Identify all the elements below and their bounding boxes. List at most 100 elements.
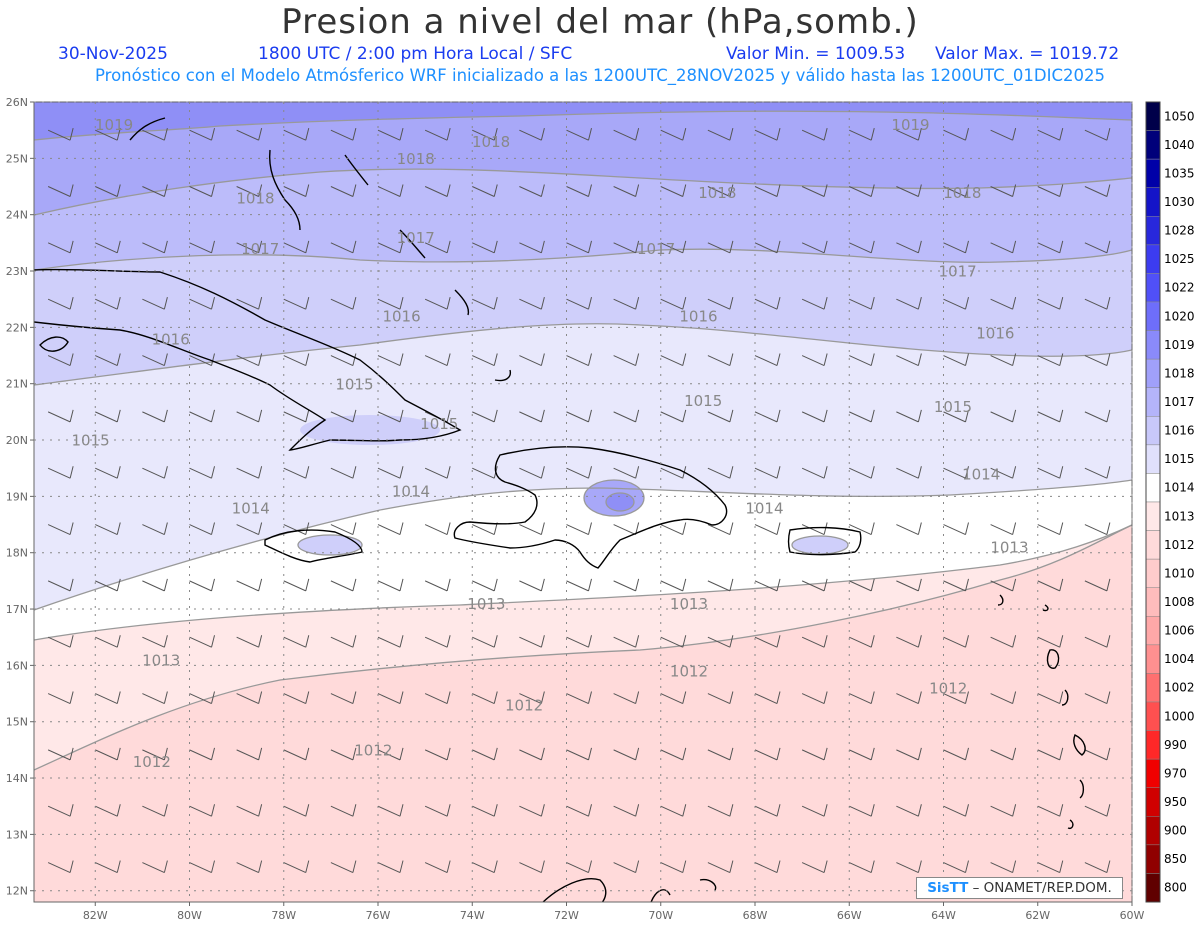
wind-barb: [660, 409, 687, 423]
max-value: Valor Max. = 1019.72: [935, 44, 1120, 64]
colorbar-label: 1016: [1164, 424, 1195, 438]
isobar-label: 1016: [382, 308, 420, 326]
wind-barb: [377, 635, 404, 648]
wind-barb: [283, 240, 310, 254]
wind-barb: [330, 635, 357, 648]
wind-barb: [519, 635, 545, 648]
wind-barb: [754, 409, 781, 423]
wind-barb: [707, 522, 734, 535]
wind-barb: [377, 409, 404, 423]
wind-barb: [472, 578, 498, 592]
colorbar-label: 1040: [1164, 138, 1195, 152]
wind-barb: [660, 353, 687, 366]
wind-barb: [236, 578, 263, 592]
wind-barb: [236, 804, 263, 817]
wind-barb: [330, 184, 357, 197]
wind-barb: [1037, 804, 1064, 817]
wind-barb: [707, 635, 734, 648]
wind-barb: [1084, 635, 1111, 648]
wind-barb: [1037, 860, 1064, 874]
isobar-label: 1018: [698, 184, 736, 202]
wind-barb: [613, 409, 640, 423]
pressure-field: [34, 102, 1132, 902]
wind-barb: [707, 240, 734, 254]
wind-barb: [707, 578, 734, 592]
wind-barb: [377, 804, 404, 817]
colorbar-swatch: [1145, 158, 1161, 188]
wind-barb: [660, 522, 687, 535]
wind-barb: [566, 184, 592, 197]
isobar-label: 1017: [637, 240, 675, 258]
wind-barb: [189, 128, 215, 141]
wind-barb: [801, 128, 828, 141]
wind-barb: [377, 240, 404, 254]
wind-barb: [1037, 747, 1064, 761]
wind-barb: [519, 860, 545, 874]
colorbar-swatch: [1145, 101, 1161, 131]
wind-barb: [424, 747, 451, 761]
lon-tick-label: 60W: [1120, 909, 1145, 922]
wind-barb: [236, 409, 263, 423]
wind-barb: [424, 184, 451, 197]
wind-barb: [754, 240, 781, 254]
isobar-label: 1015: [934, 398, 972, 416]
wind-barb: [801, 522, 828, 535]
wind-barb: [189, 353, 215, 366]
wind-barb: [660, 860, 687, 874]
lon-tick-label: 70W: [648, 909, 673, 922]
wind-barb: [943, 522, 969, 535]
wind-barb: [896, 353, 922, 366]
wind-barb: [707, 747, 734, 761]
wind-barb: [849, 747, 875, 761]
wind-barb: [896, 184, 922, 197]
wind-barb: [519, 240, 545, 254]
wind-barb: [990, 578, 1017, 592]
wind-barb: [47, 409, 74, 423]
wind-barb: [849, 297, 875, 310]
wind-barb: [613, 522, 640, 535]
wind-barb: [896, 466, 922, 479]
wind-barb: [1084, 353, 1111, 366]
wind-barb: [801, 635, 828, 648]
wind-barb: [330, 578, 357, 592]
wind-barb: [1037, 691, 1064, 705]
wind-barb: [801, 860, 828, 874]
wind-barb: [377, 128, 404, 141]
wind-barb: [283, 578, 310, 592]
wind-barb: [660, 578, 687, 592]
wind-barb: [707, 804, 734, 817]
wind-barb: [472, 409, 498, 423]
wind-barb: [189, 578, 215, 592]
wind-barb: [377, 578, 404, 592]
isobar-label: 1013: [467, 595, 505, 613]
isobar-label: 1014: [232, 499, 270, 517]
wind-barb: [990, 128, 1017, 141]
wind-barb: [1084, 860, 1111, 874]
wind-barb: [943, 128, 969, 141]
wind-barb: [990, 691, 1017, 705]
isobar-label: 1017: [397, 229, 435, 247]
isobar-label: 1015: [684, 392, 722, 410]
colorbar-label: 990: [1164, 738, 1187, 752]
wind-barb: [896, 747, 922, 761]
wind-barb: [47, 466, 74, 479]
wind-barb: [1084, 522, 1111, 535]
wind-barb: [801, 804, 828, 817]
wind-barb: [990, 240, 1017, 254]
wind-barb: [283, 747, 310, 761]
isobar-label: 1012: [670, 663, 708, 681]
wind-barb: [330, 128, 357, 141]
wind-barb: [943, 353, 969, 366]
wind-barb: [990, 747, 1017, 761]
wind-barb: [519, 578, 545, 592]
wind-barb: [377, 522, 404, 535]
wind-barb: [566, 353, 592, 366]
wind-barb: [377, 747, 404, 761]
wind-barb: [896, 240, 922, 254]
wind-barb: [236, 747, 263, 761]
wind-barb: [801, 409, 828, 423]
wind-barb: [189, 691, 215, 705]
wind-barb: [472, 860, 498, 874]
wind-barb: [660, 691, 687, 705]
wind-barb: [95, 804, 121, 817]
